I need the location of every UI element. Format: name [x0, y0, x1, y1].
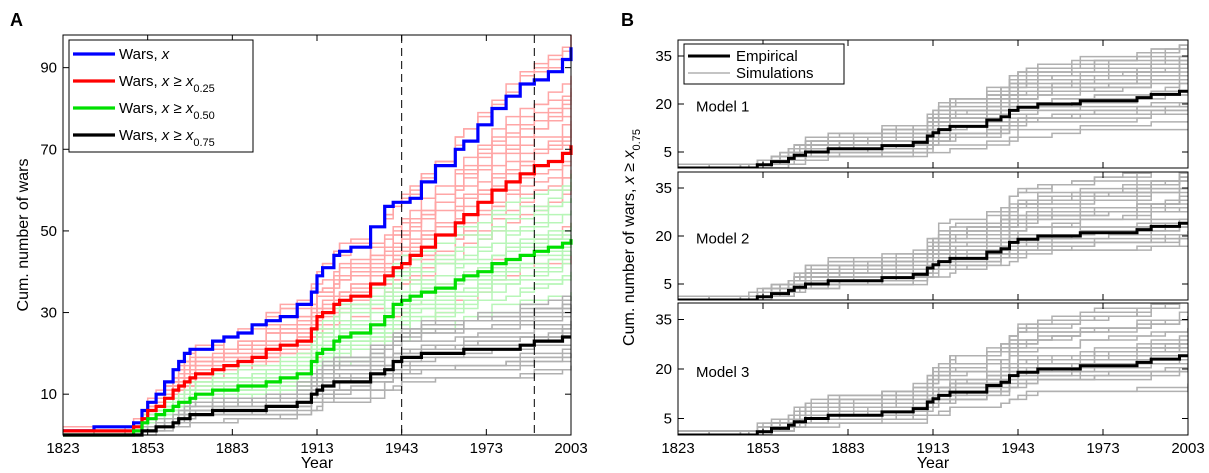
series-line-2: [63, 239, 573, 437]
simulation-line: [678, 63, 1188, 165]
legend-box: [68, 39, 254, 153]
legend-label: Simulations: [736, 65, 814, 82]
chart-panel-a: 1823 1853 1883 1913 1943 1973 2003 10 30 50 70 90 Ye…: [15, 34, 588, 472]
simulation-line: [678, 176, 1188, 297]
y-tick-label: 30: [40, 305, 57, 322]
x-tick-label: 2003: [1171, 440, 1204, 457]
legend-label: Wars, x ≥ x0.75: [119, 127, 215, 149]
x-tick-label: 1823: [661, 440, 694, 457]
legend-label: Wars, x ≥ x0.25: [119, 73, 215, 95]
y-tick-label: 50: [40, 223, 57, 240]
simulation-line: [678, 172, 1138, 300]
chart-panel-b: 5 20 35 Model 1 5 20 35 Model 2 5 20 35 Model 3 1823…: [621, 39, 1205, 472]
subplot-series: [678, 172, 1188, 300]
subplot-series: [678, 303, 1188, 435]
y-tick-label: 20: [655, 228, 672, 245]
y-tick-label: 5: [664, 411, 672, 428]
panel-b-letter: B: [621, 10, 634, 30]
simulation-line: [678, 128, 1188, 168]
plot-frame: [677, 171, 1189, 301]
x-tick-label: 1943: [1001, 440, 1034, 457]
legend-label: Wars, x: [119, 46, 170, 63]
series-line-1: [63, 145, 573, 433]
y-axis-label: Cum. number of wars: [15, 159, 32, 312]
y-axis-label: Cum. number of wars, x ≥ x0.75: [621, 129, 643, 346]
series-line-0: [63, 47, 573, 433]
empirical-line: [678, 89, 1188, 168]
x-tick-label: 1883: [216, 440, 249, 457]
simulation-line: [678, 59, 1188, 168]
y-tick-label: 20: [655, 96, 672, 113]
x-tick-label: 1853: [131, 440, 164, 457]
series-line-3: [63, 335, 571, 437]
x-axis-label: Year: [917, 455, 950, 472]
simulation-line: [678, 45, 1188, 168]
empirical-line: [678, 221, 1188, 300]
empirical-line: [678, 354, 1188, 435]
x-tick-label: 1883: [831, 440, 864, 457]
simulation-line: [63, 35, 572, 432]
panel-a-series: [63, 35, 573, 437]
simulation-line: [678, 387, 1188, 432]
subplot-3: 5 20 35 Model 3: [655, 302, 1189, 436]
simulation-line: [63, 296, 572, 432]
y-tick-label: 70: [40, 141, 57, 158]
x-tick-label: 1823: [46, 440, 79, 457]
legend-label: Wars, x ≥ x0.50: [119, 100, 215, 122]
panel-a-letter: A: [10, 10, 23, 30]
subplot-1: 5 20 35 Model 1: [655, 39, 1189, 169]
y-tick-label: 35: [655, 48, 672, 65]
subplot-series: [678, 44, 1188, 168]
y-tick-label: 35: [655, 180, 672, 197]
model-label: Model 1: [696, 99, 749, 116]
y-tick-label: 5: [664, 276, 672, 293]
x-tick-label: 1913: [300, 440, 333, 457]
x-tick-label: 1853: [746, 440, 779, 457]
x-tick-label: 1973: [1086, 440, 1119, 457]
legend-label: Empirical: [736, 48, 798, 65]
simulation-line: [678, 303, 1181, 435]
subplot-2: 5 20 35 Model 2: [655, 171, 1189, 301]
simulation-line: [678, 177, 1188, 297]
panel-a-axes: 1823 1853 1883 1913 1943 1973 2003 10 30 50 70 90 Ye…: [15, 34, 588, 472]
model-label: Model 2: [696, 231, 749, 248]
y-tick-label: 20: [655, 361, 672, 378]
x-tick-label: 2003: [554, 440, 587, 457]
y-tick-label: 35: [655, 312, 672, 329]
model-label: Model 3: [696, 364, 749, 381]
legend-box: [683, 43, 845, 85]
x-tick-label: 1913: [916, 440, 949, 457]
y-tick-label: 10: [40, 386, 57, 403]
panel-a-legend: Wars, x Wars, x ≥ x0.25 Wars, x ≥ x0.50 War…: [68, 39, 254, 153]
simulation-line: [63, 307, 571, 436]
x-tick-label: 1943: [385, 440, 418, 457]
simulation-line: [678, 113, 1188, 168]
simulation-line: [678, 207, 1188, 300]
x-tick-label: 1973: [470, 440, 503, 457]
x-axis-label: Year: [301, 455, 334, 472]
y-tick-label: 5: [664, 144, 672, 161]
y-tick-label: 90: [40, 60, 57, 77]
